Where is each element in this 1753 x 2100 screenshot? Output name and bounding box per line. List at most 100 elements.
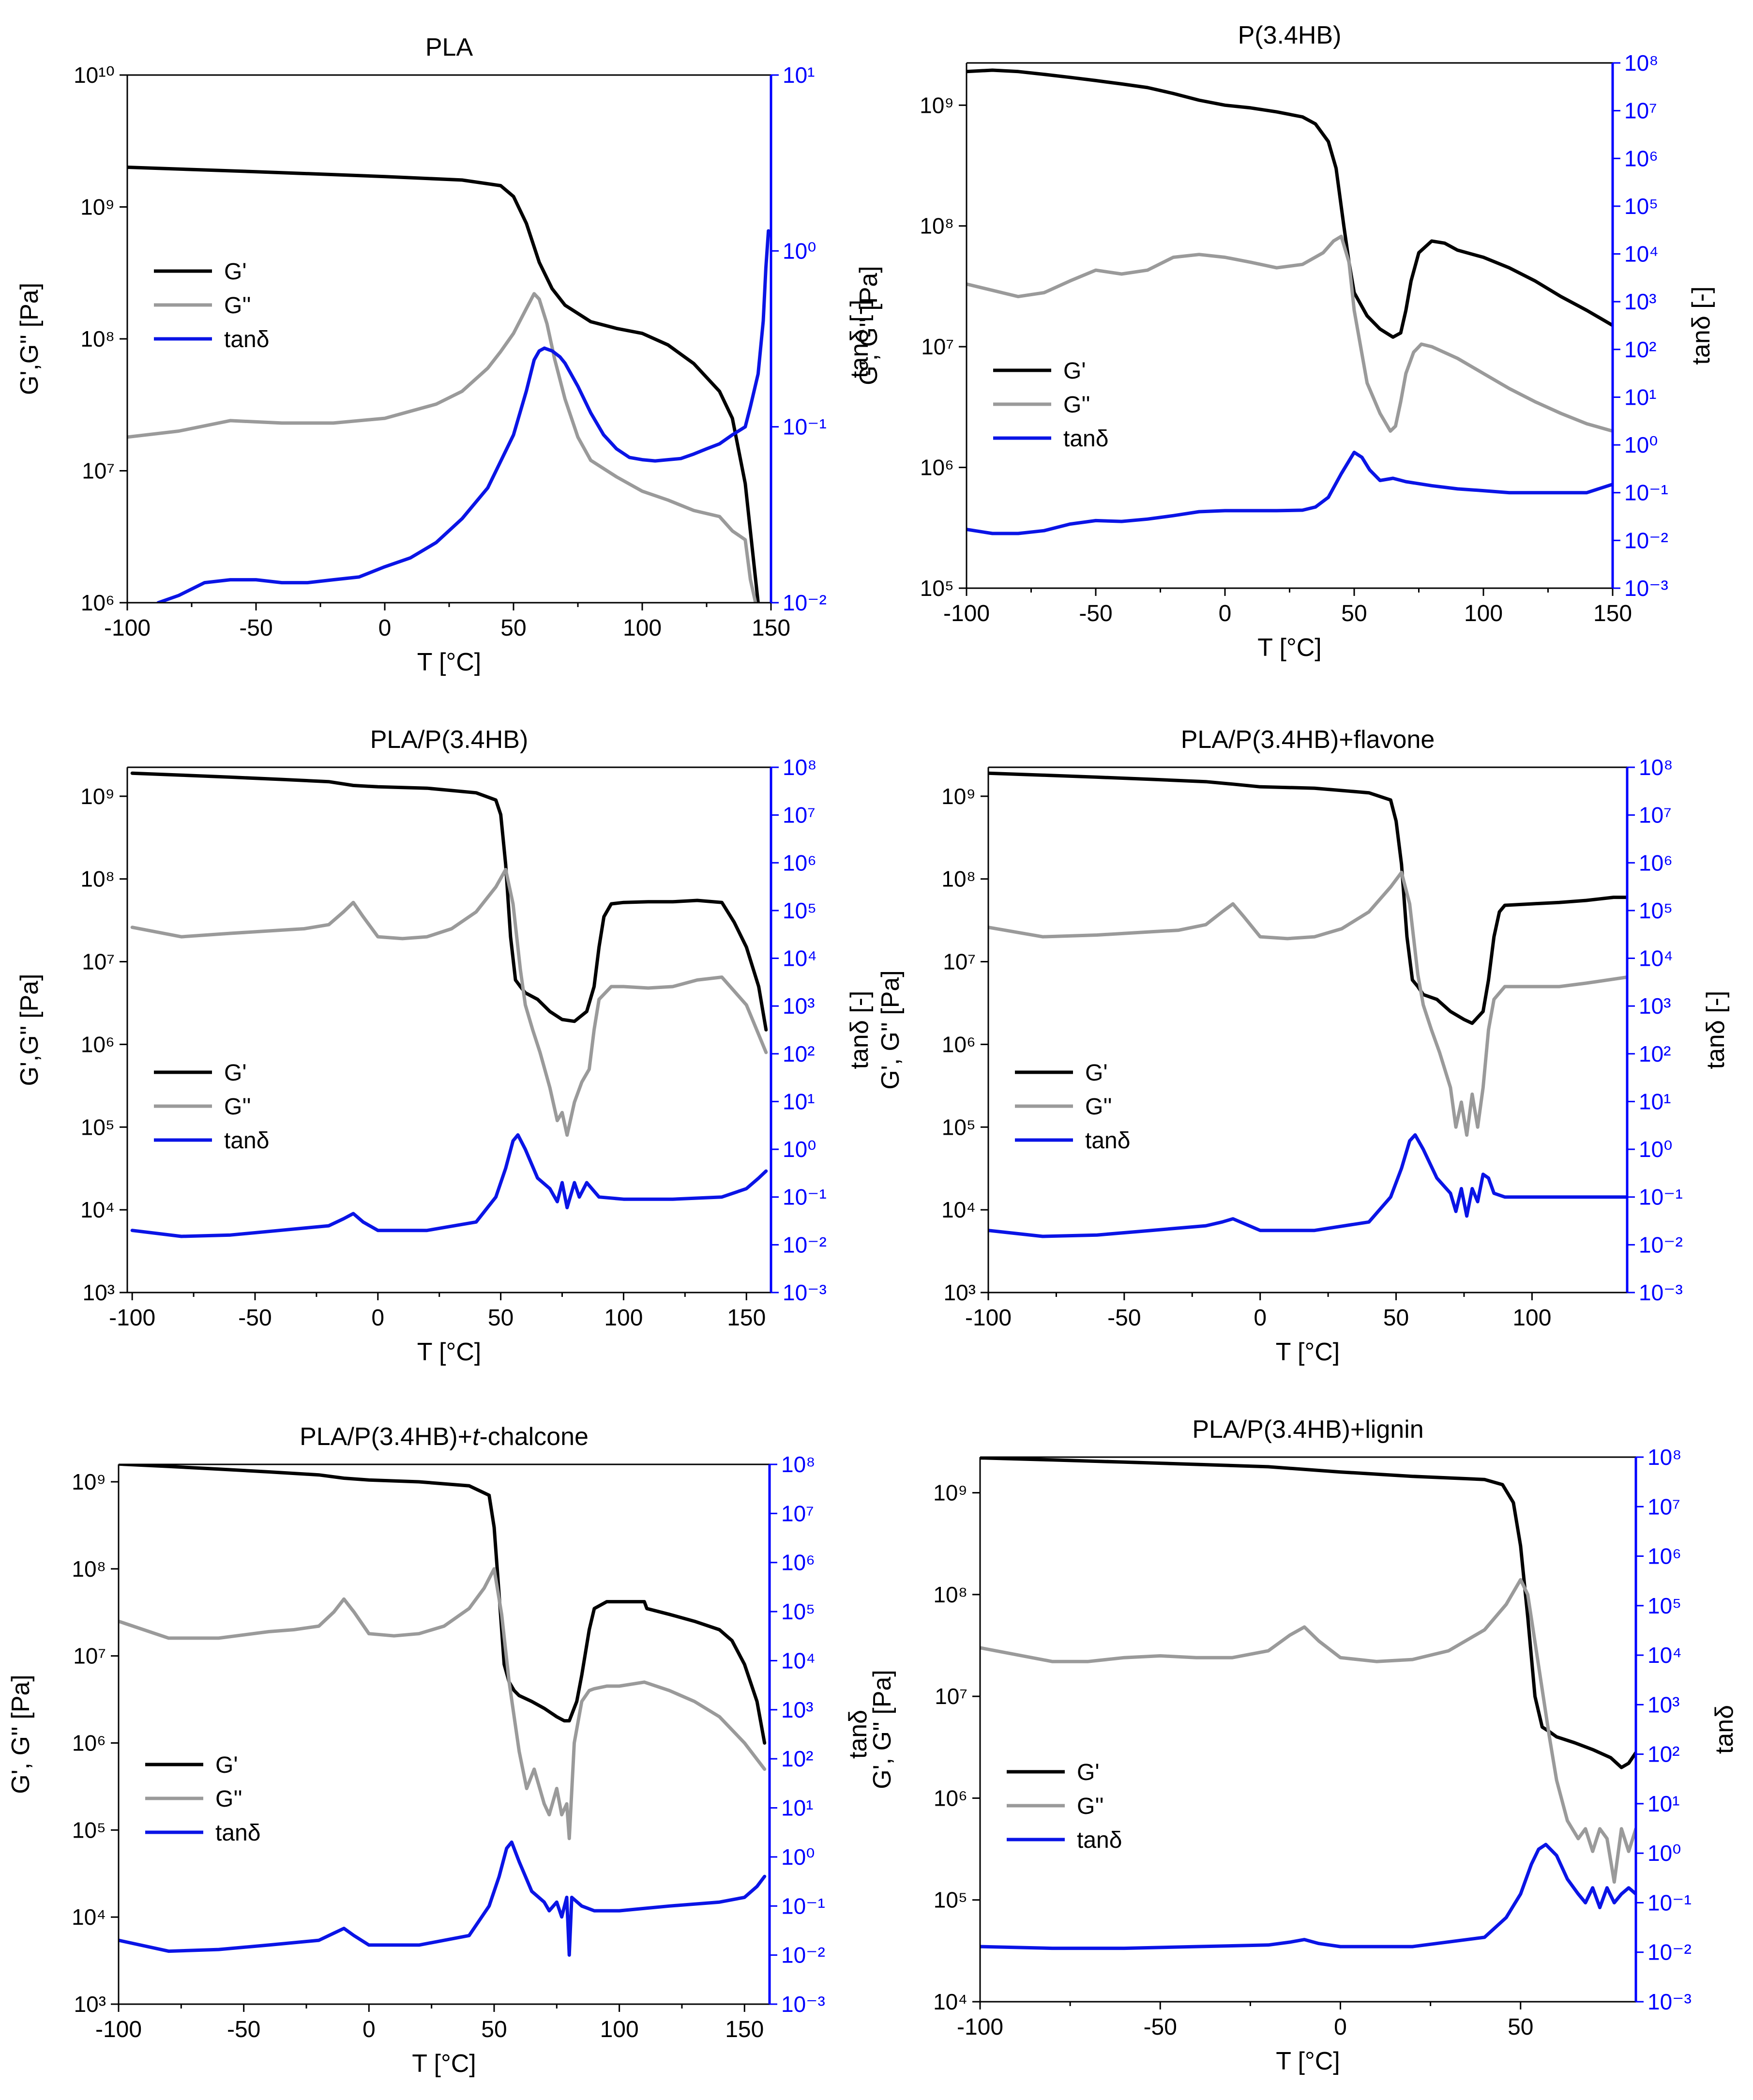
legend: G' G'' tanδ xyxy=(1007,1760,1122,1853)
panel-4: PLA/P(3.4HB)+flavone -100 -50 0 50 100 10³ 10⁴ 1… xyxy=(876,726,1730,1366)
y2-tick-label: 10² xyxy=(1624,337,1656,362)
legend: G' G'' tanδ xyxy=(1015,1060,1130,1154)
y-tick-label: 10⁸ xyxy=(72,1556,106,1582)
x-tick-label: 50 xyxy=(481,2017,507,2042)
x-tick-label: 100 xyxy=(600,2017,639,2042)
y-tick-label: 10⁷ xyxy=(943,949,976,974)
y2-tick-label: 10⁻³ xyxy=(783,1280,827,1305)
y2-tick-label: 10³ xyxy=(781,1697,813,1722)
y-axis-label: G', G'' [Pa] xyxy=(855,266,883,385)
y-axis-label: G',G'' [Pa] xyxy=(15,283,44,395)
y2-tick-label: 10¹ xyxy=(783,1089,815,1114)
x-axis-label: T [°C] xyxy=(1276,1338,1340,1366)
y2-tick-label: 10⁻² xyxy=(1647,1940,1692,1965)
x-tick-label: 0 xyxy=(378,615,392,641)
y-tick-label: 10⁷ xyxy=(82,458,115,484)
series-line-gprime xyxy=(967,68,1613,339)
y-tick-label: 10⁸ xyxy=(920,213,954,239)
y2-tick-label: 10⁻² xyxy=(1624,528,1668,553)
series-line-tandelta xyxy=(967,450,1613,535)
x-tick-label: 100 xyxy=(623,615,662,641)
x-axis-label: T [°C] xyxy=(417,648,482,676)
series-line-tandelta xyxy=(130,1133,768,1238)
y2-axis-label: tanδ [-] xyxy=(1687,287,1715,365)
y2-tick-label: 10⁴ xyxy=(781,1648,816,1673)
y2-axis-label: tanδ [-] xyxy=(846,991,874,1069)
series-line-gdoubleprime xyxy=(127,292,757,603)
legend-label: tanδ xyxy=(1077,1827,1122,1853)
y2-tick-label: 10³ xyxy=(1639,993,1671,1019)
y2-tick-label: 10² xyxy=(783,1041,815,1066)
chart-title: PLA xyxy=(425,33,473,61)
series-line-gprime xyxy=(130,771,768,1032)
legend-label: tanδ xyxy=(1063,426,1108,452)
x-tick-label: -100 xyxy=(965,1305,1012,1331)
y2-tick-label: 10⁻¹ xyxy=(1624,480,1668,505)
y2-tick-label: 10⁵ xyxy=(1639,898,1673,923)
x-axis-label: T [°C] xyxy=(1276,2047,1340,2075)
y-tick-label: 10⁶ xyxy=(81,1032,115,1057)
legend-label: G' xyxy=(1085,1060,1108,1086)
y2-tick-label: 10⁵ xyxy=(781,1599,815,1624)
x-tick-label: 150 xyxy=(1593,601,1632,626)
y2-tick-label: 10⁷ xyxy=(1639,803,1672,828)
panel-1: PLA -100 -50 0 50 100 150 10⁶ 10⁷ 10⁸ 10⁹ 10¹⁰ 10⁻² 1… xyxy=(15,33,874,676)
y2-tick-label: 10³ xyxy=(1647,1692,1679,1717)
x-tick-label: -100 xyxy=(943,601,990,626)
series-line-tandelta xyxy=(980,1842,1636,1950)
y-tick-label: 10³ xyxy=(944,1280,976,1305)
legend-label: tanδ xyxy=(224,327,269,352)
series-line-gdoubleprime xyxy=(967,234,1613,433)
chart-title: P(3.4HB) xyxy=(1238,21,1342,49)
y2-axis-label: tanδ xyxy=(844,1710,872,1759)
legend-label: G'' xyxy=(1063,392,1090,418)
y-tick-label: 10⁶ xyxy=(942,1032,976,1057)
y2-tick-label: 10⁷ xyxy=(1624,98,1657,123)
y-tick-label: 10⁴ xyxy=(80,1197,115,1222)
legend-label: G' xyxy=(1063,358,1086,384)
legend-label: G' xyxy=(224,259,247,285)
y-tick-label: 10⁸ xyxy=(933,1582,967,1607)
y-tick-label: 10⁵ xyxy=(72,1817,106,1842)
x-tick-label: 0 xyxy=(1219,601,1232,626)
x-tick-label: 0 xyxy=(371,1305,384,1331)
y-tick-label: 10⁶ xyxy=(934,1785,967,1811)
y2-tick-label: 10⁶ xyxy=(1624,146,1658,171)
y2-tick-label: 10⁶ xyxy=(781,1550,815,1575)
legend: G' G'' tanδ xyxy=(154,1060,269,1154)
y-tick-label: 10⁵ xyxy=(934,1887,967,1913)
y-tick-label: 10⁵ xyxy=(942,1114,976,1140)
y-tick-label: 10¹⁰ xyxy=(74,62,115,88)
y2-tick-label: 10⁶ xyxy=(1639,850,1673,875)
series-line-gdoubleprime xyxy=(119,1567,767,1841)
y2-axis-label: tanδ [-] xyxy=(1702,991,1730,1069)
legend: G' G'' tanδ xyxy=(154,259,269,352)
legend-label: G'' xyxy=(1077,1794,1104,1819)
y2-axis-label: tanδ [-] xyxy=(846,300,874,378)
y2-tick-label: 10⁰ xyxy=(781,1844,815,1870)
x-tick-label: -50 xyxy=(1107,1305,1141,1331)
y2-tick-label: 10⁰ xyxy=(1624,432,1658,457)
y-axis-label: G', G'' [Pa] xyxy=(7,1674,35,1794)
x-tick-label: 150 xyxy=(725,2017,764,2042)
series-line-tandelta xyxy=(988,1133,1627,1238)
y2-tick-label: 10⁰ xyxy=(783,1137,816,1162)
chart-title: PLA/P(3.4HB)+t-chalcone xyxy=(300,1423,589,1451)
x-tick-label: 50 xyxy=(488,1305,514,1331)
x-tick-label: -50 xyxy=(1079,601,1112,626)
x-tick-label: 150 xyxy=(752,615,790,641)
y2-tick-label: 10⁴ xyxy=(1639,946,1673,971)
y2-tick-label: 10⁷ xyxy=(1647,1494,1680,1519)
y2-tick-label: 10⁸ xyxy=(1624,50,1659,76)
y2-tick-label: 10⁷ xyxy=(781,1501,814,1526)
y2-tick-label: 10⁻² xyxy=(1639,1232,1683,1257)
y2-tick-label: 10³ xyxy=(1624,289,1656,314)
y2-tick-label: 10⁻¹ xyxy=(1647,1890,1692,1915)
title-part: PLA/P(3.4HB)+ xyxy=(300,1423,472,1451)
x-tick-label: -50 xyxy=(1144,2014,1177,2040)
y-tick-label: 10⁴ xyxy=(933,1989,967,2014)
x-tick-label: -100 xyxy=(109,1305,155,1331)
y2-tick-label: 10⁶ xyxy=(783,850,816,875)
y2-tick-label: 10⁻¹ xyxy=(783,414,827,440)
y2-tick-label: 10² xyxy=(1647,1742,1679,1767)
